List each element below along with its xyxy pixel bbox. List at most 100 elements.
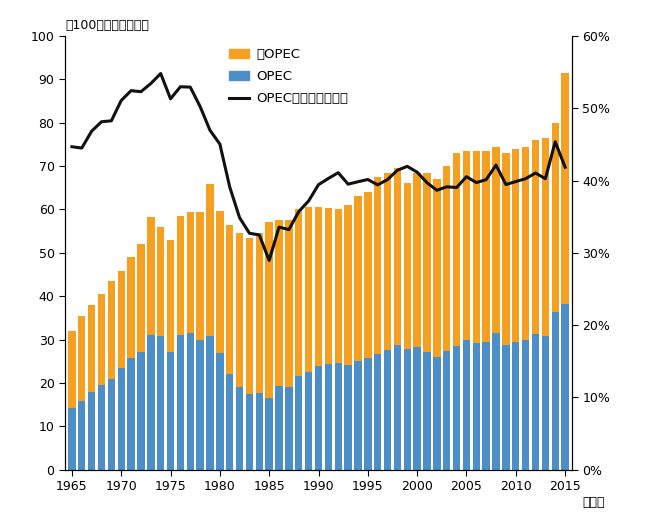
Bar	[206, 335, 214, 470]
Bar	[246, 238, 253, 394]
Bar	[463, 341, 470, 470]
Text: （100万バレル／日）: （100万バレル／日）	[65, 19, 149, 32]
Bar	[364, 358, 372, 470]
Bar	[394, 168, 401, 345]
Bar	[255, 393, 263, 470]
Bar	[413, 173, 421, 347]
Bar	[206, 184, 214, 335]
Bar	[413, 347, 421, 470]
Bar	[255, 233, 263, 393]
Bar	[453, 346, 460, 470]
Bar	[127, 358, 135, 470]
Bar	[108, 379, 115, 470]
Bar	[354, 197, 361, 361]
Bar	[88, 392, 96, 470]
Bar	[482, 342, 490, 470]
Bar	[433, 357, 441, 470]
Bar	[522, 147, 529, 340]
Bar	[374, 354, 382, 470]
Bar	[236, 233, 243, 387]
Bar	[147, 217, 155, 335]
Bar	[354, 361, 361, 470]
Bar	[315, 366, 322, 470]
Bar	[177, 335, 184, 470]
Bar	[88, 305, 96, 392]
Bar	[265, 222, 273, 398]
Legend: 非OPEC, OPEC, OPECの割合（右軸）: 非OPEC, OPEC, OPECの割合（右軸）	[224, 43, 354, 111]
Bar	[216, 353, 224, 470]
Bar	[532, 334, 539, 470]
Bar	[374, 177, 382, 354]
Bar	[541, 336, 549, 470]
Bar	[276, 386, 283, 470]
Bar	[187, 212, 194, 333]
Bar	[78, 401, 85, 470]
Bar	[522, 340, 529, 470]
Bar	[68, 408, 75, 470]
Bar	[305, 207, 313, 372]
Bar	[295, 376, 302, 470]
Bar	[98, 294, 105, 385]
Bar	[147, 335, 155, 470]
Bar	[532, 140, 539, 334]
Bar	[512, 149, 519, 342]
Bar	[157, 336, 164, 470]
Bar	[552, 123, 559, 312]
Bar	[335, 209, 342, 363]
Bar	[285, 387, 293, 470]
Bar	[236, 387, 243, 470]
Bar	[384, 173, 391, 350]
Bar	[344, 205, 352, 365]
Bar	[68, 331, 75, 408]
Bar	[295, 208, 302, 376]
Bar	[423, 352, 431, 470]
Bar	[98, 385, 105, 470]
Bar	[502, 345, 510, 470]
Bar	[463, 151, 470, 341]
Bar	[108, 281, 115, 379]
Bar	[118, 271, 125, 368]
Bar	[285, 220, 293, 387]
Bar	[305, 372, 313, 470]
Bar	[226, 374, 233, 470]
Bar	[384, 350, 391, 470]
Bar	[541, 138, 549, 336]
Bar	[246, 394, 253, 470]
Bar	[344, 365, 352, 470]
Bar	[473, 151, 480, 343]
Bar	[265, 398, 273, 470]
Bar	[492, 333, 500, 470]
Bar	[157, 227, 164, 336]
Bar	[492, 147, 500, 333]
Bar	[512, 342, 519, 470]
Bar	[453, 153, 460, 346]
Bar	[423, 173, 431, 352]
Bar	[324, 208, 332, 364]
Text: （年）: （年）	[582, 495, 604, 509]
Bar	[196, 340, 204, 470]
Bar	[167, 352, 174, 470]
Bar	[404, 184, 411, 349]
Bar	[276, 220, 283, 386]
Bar	[167, 240, 174, 352]
Bar	[562, 303, 569, 470]
Bar	[443, 351, 450, 470]
Bar	[137, 352, 145, 470]
Bar	[118, 368, 125, 470]
Bar	[324, 364, 332, 470]
Bar	[177, 216, 184, 335]
Bar	[552, 312, 559, 470]
Bar	[315, 207, 322, 366]
Bar	[394, 345, 401, 470]
Bar	[473, 343, 480, 470]
Bar	[216, 211, 224, 353]
Bar	[335, 363, 342, 470]
Bar	[187, 333, 194, 470]
Bar	[226, 224, 233, 374]
Bar	[404, 349, 411, 470]
Bar	[433, 179, 441, 357]
Bar	[196, 212, 204, 340]
Bar	[562, 73, 569, 303]
Bar	[364, 192, 372, 358]
Bar	[482, 151, 490, 342]
